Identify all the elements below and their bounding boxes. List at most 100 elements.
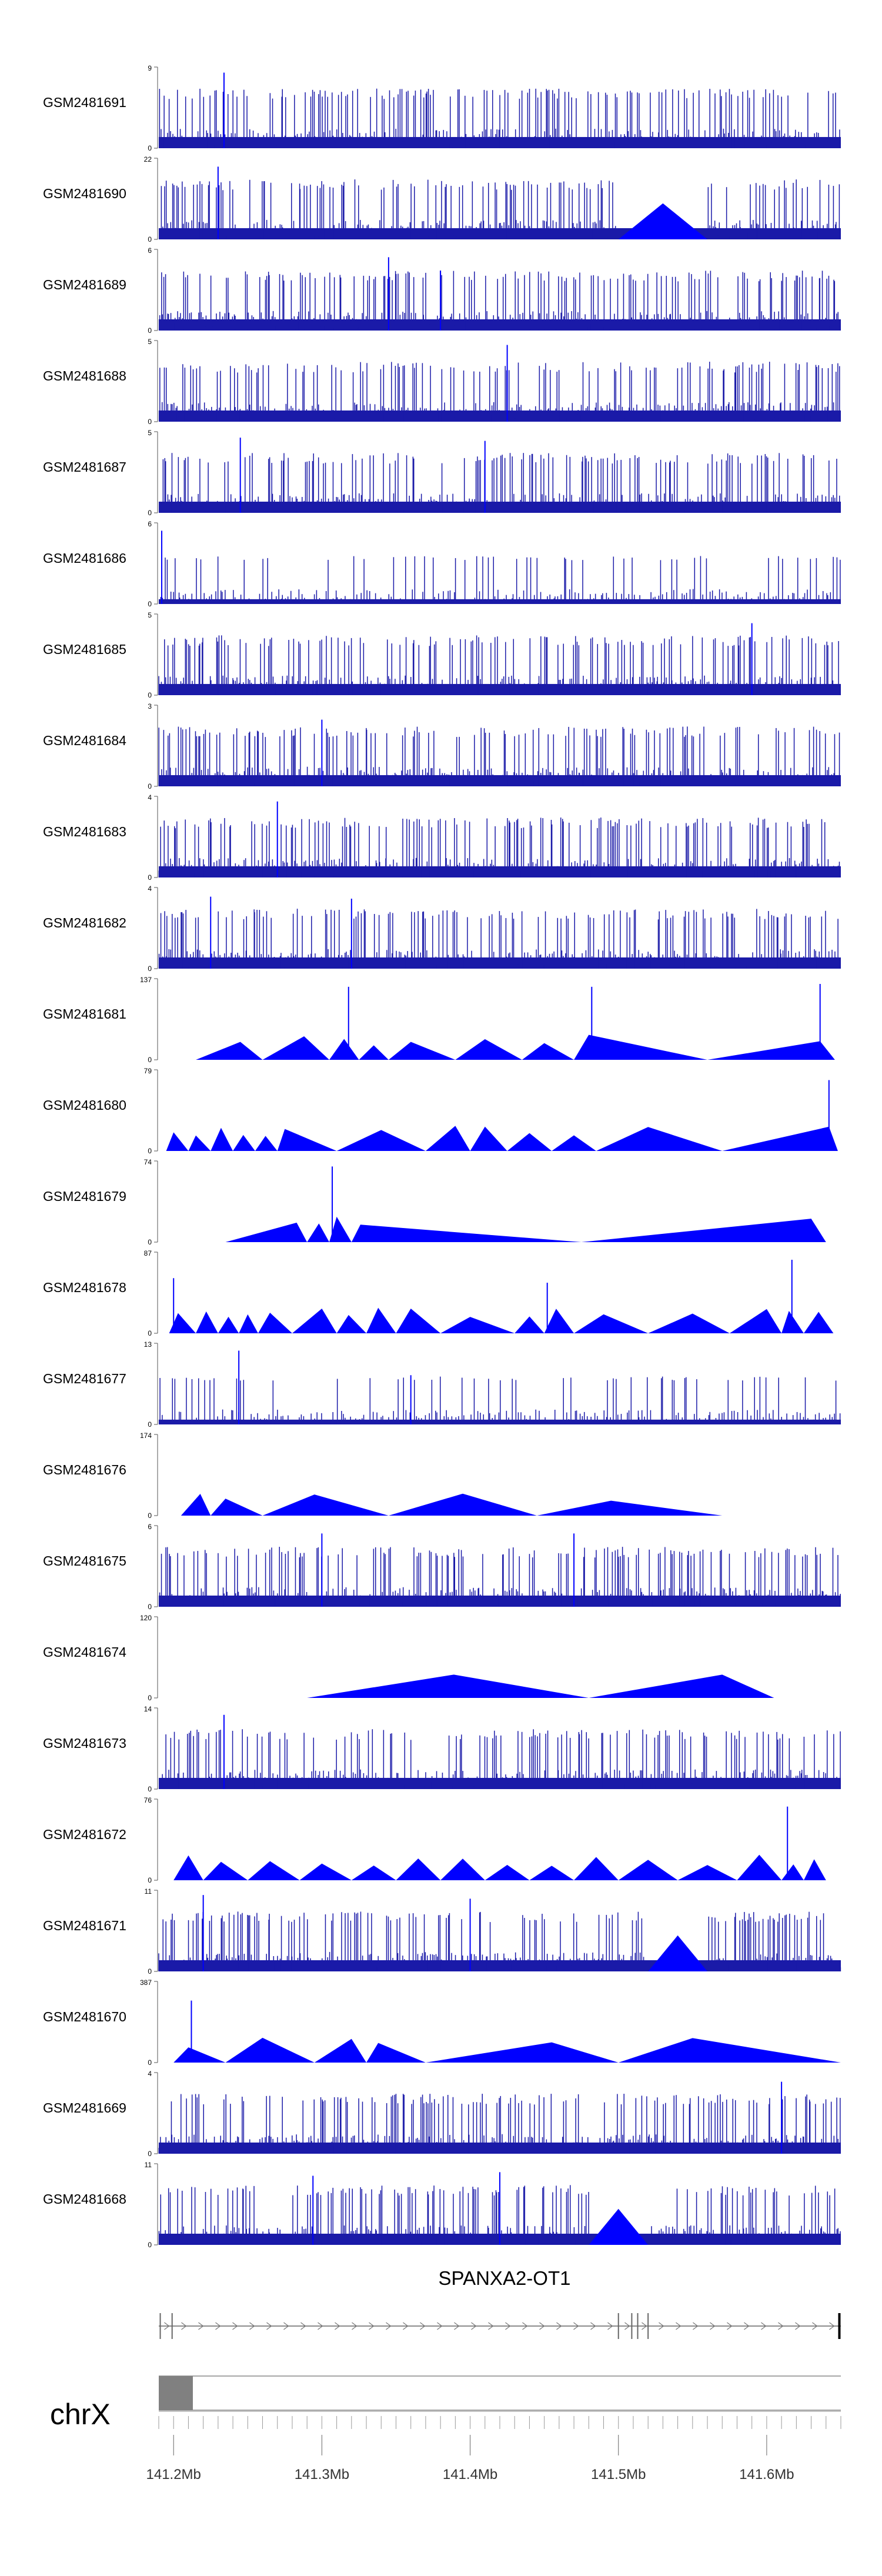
track-GSM2481688: GSM2481688 5 0 [43,338,841,426]
signal-peak [277,1129,337,1151]
signal-peak [581,1219,826,1242]
coverage-baseline [159,1419,841,1424]
signal-peak [239,1314,258,1333]
signal-peak [707,1041,835,1060]
y-max-label: 74 [144,1158,152,1166]
y-min-label: 0 [148,600,152,608]
y-min-label: 0 [148,1238,152,1246]
track-label: GSM2481673 [43,1736,126,1751]
signal-peak [211,1127,233,1151]
track-GSM2481674: GSM2481674 120 0 [43,1614,774,1702]
y-max-label: 87 [144,1249,152,1257]
signal-peak [552,1135,596,1151]
track-label: GSM2481684 [43,733,126,748]
y-min-label: 0 [148,1694,152,1702]
signal-peak [292,1308,337,1333]
signal-peak [166,1132,189,1151]
track-GSM2481689: GSM2481689 6 0 [43,246,841,335]
y-max-label: 120 [140,1614,152,1622]
signal-peak [351,1224,582,1242]
y-min-label: 0 [148,326,152,335]
y-min-label: 0 [148,1056,152,1064]
signal-peak [262,1036,329,1060]
signal-peak [336,1314,367,1333]
y-max-label: 5 [148,611,152,619]
track-label: GSM2481685 [43,642,126,657]
signal-peak [307,1223,329,1242]
signal-peak [425,1126,470,1151]
track-label: GSM2481686 [43,550,126,566]
y-max-label: 6 [148,246,152,255]
track-GSM2481683: GSM2481683 4 0 [43,793,841,882]
track-GSM2481678: GSM2481678 87 0 [43,1249,834,1337]
y-min-label: 0 [148,1147,152,1155]
signal-peak [359,1045,389,1060]
track-label: GSM2481675 [43,1553,126,1569]
signal-peak [544,1309,574,1333]
signal-peak [329,1216,352,1242]
signal-peak [225,1222,308,1242]
signal-peak [366,1307,396,1333]
track-GSM2481685: GSM2481685 5 0 [43,611,841,699]
signal-peak [258,1313,292,1333]
track-GSM2481690: GSM2481690 22 0 [43,155,841,243]
track-label: GSM2481679 [43,1189,126,1204]
signal-peak [803,1312,834,1333]
track-label: GSM2481678 [43,1280,126,1295]
coverage-baseline [159,1777,841,1789]
y-min-label: 0 [148,144,152,152]
signal-peak [781,1310,804,1333]
signal-peak [233,1134,255,1151]
y-max-label: 6 [148,520,152,528]
signal-peak [729,1309,782,1333]
track-GSM2481680: GSM2481680 79 0 [43,1067,838,1155]
signal-peak [574,1035,708,1060]
coverage-tracks: GSM248169190GSM2481690220GSM248168960GSM… [43,64,841,2249]
track-label: GSM2481689 [43,277,126,292]
y-max-label: 5 [148,338,152,346]
y-min-label: 0 [148,235,152,243]
track-GSM2481681: GSM2481681 137 0 [43,976,835,1064]
signal-peak [618,203,708,239]
y-max-label: 174 [140,1432,152,1440]
signal-peak [514,1316,544,1333]
y-min-label: 0 [148,873,152,882]
signal-peak [307,1674,589,1698]
signal-peak [507,1133,552,1151]
track-GSM2481687: GSM2481687 5 0 [43,429,841,517]
y-max-label: 79 [144,1067,152,1075]
track-label: GSM2481688 [43,368,126,383]
signal-peak [522,1043,574,1060]
track-label: GSM2481674 [43,1644,126,1660]
signal-peak [336,1130,426,1151]
track-GSM2481673: GSM2481673 14 0 [43,1705,841,1793]
signal-peak [211,1499,263,1516]
track-label: GSM2481681 [43,1006,126,1022]
signal-peak [329,1039,359,1060]
signal-peak [722,1126,838,1151]
y-min-label: 0 [148,691,152,699]
track-label: GSM2481687 [43,459,126,475]
track-GSM2481676: GSM2481676 174 0 [43,1432,723,1520]
y-max-label: 3 [148,702,152,710]
y-min-label: 0 [148,782,152,790]
track-GSM2481679: GSM2481679 74 0 [43,1158,826,1246]
y-min-label: 0 [148,1603,152,1611]
y-max-label: 9 [148,64,152,72]
signal-peak [648,1313,730,1333]
signal-peak [440,1317,515,1333]
coverage-baseline [159,866,841,877]
y-min-label: 0 [148,1785,152,1793]
y-max-label: 137 [140,976,152,984]
y-max-label: 4 [148,793,152,802]
y-max-label: 13 [144,1340,152,1349]
y-min-label: 0 [148,965,152,973]
y-min-label: 0 [148,1511,152,1520]
y-max-label: 14 [144,1705,152,1713]
signal-peak [188,1135,211,1151]
coverage-baseline [159,1595,841,1607]
signal-peak [388,1493,537,1516]
y-max-label: 4 [148,885,152,893]
signal-peak [455,1039,522,1060]
